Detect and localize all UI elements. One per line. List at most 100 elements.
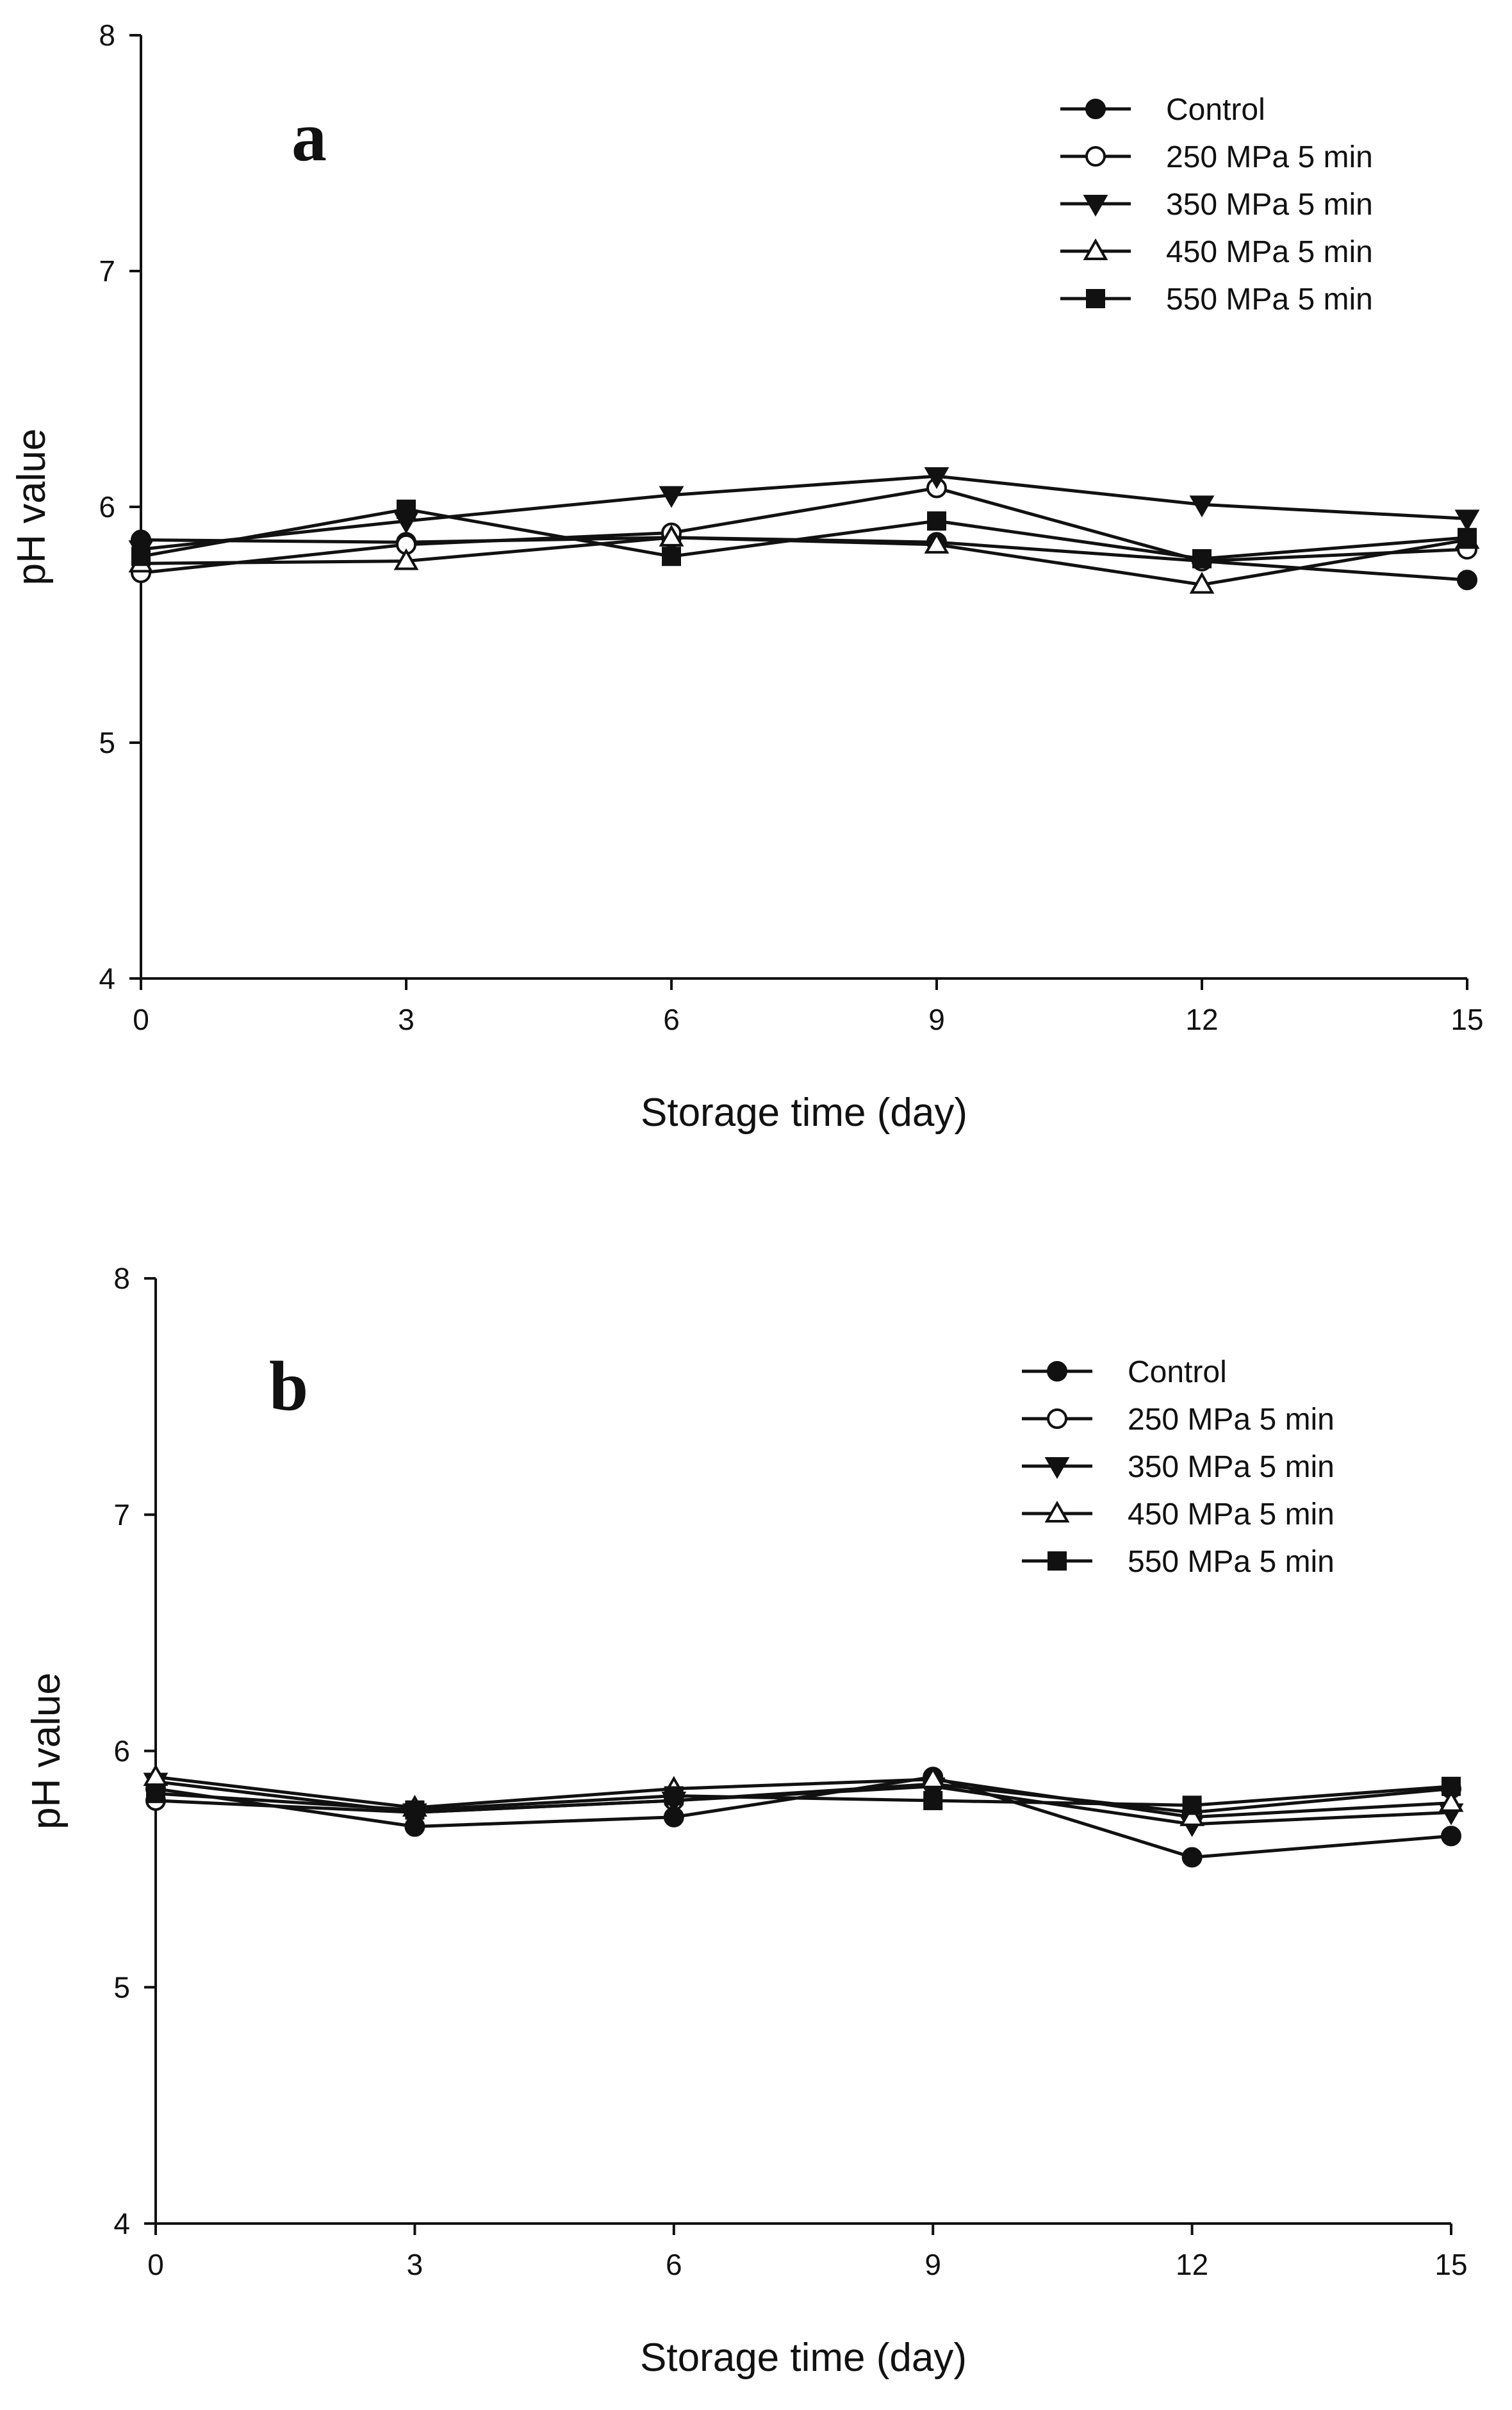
legend-label: 250 MPa 5 min — [1128, 1403, 1335, 1437]
x-tick-label: 15 — [1450, 1003, 1483, 1036]
y-tick-label: 8 — [99, 19, 115, 52]
y-tick-label: 4 — [113, 2207, 130, 2240]
x-tick-label: 3 — [407, 2248, 423, 2281]
legend-label: 350 MPa 5 min — [1128, 1450, 1335, 1484]
legend: Control 250 MPa 5 min 350 MPa 5 min 450 MPa… — [1060, 93, 1373, 317]
legend-item: 350 MPa 5 min — [1022, 1450, 1335, 1484]
series-450-mpa-5-min — [128, 524, 1480, 594]
data-point — [1454, 509, 1480, 532]
series-line — [140, 474, 1468, 551]
data-point — [923, 1790, 943, 1810]
legend-marker — [1048, 1551, 1067, 1571]
y-axis-title: pH value — [24, 1672, 69, 1829]
data-point — [131, 547, 151, 566]
x-tick-label: 6 — [666, 2248, 682, 2281]
data-point — [924, 531, 949, 554]
series-line — [155, 1775, 1452, 1859]
legend-item: Control — [1060, 93, 1265, 127]
y-tick-label: 5 — [99, 726, 115, 759]
legend-item: 250 MPa 5 min — [1060, 140, 1373, 174]
y-axis-title: pH value — [10, 429, 54, 586]
legend-item: 450 MPa 5 min — [1060, 235, 1373, 269]
x-tick-label: 12 — [1176, 2248, 1208, 2281]
legend-item: 250 MPa 5 min — [1022, 1403, 1335, 1437]
data-point — [664, 1786, 684, 1806]
chart-panel-b: 0 3 6 9 12 15 4 5 6 7 8 Storage time (day) pH value b… — [24, 1262, 1468, 2380]
legend-label: Control — [1128, 1355, 1227, 1389]
legend-marker — [1083, 195, 1108, 217]
data-point — [393, 548, 419, 570]
x-tick-label: 12 — [1185, 1003, 1218, 1036]
data-point — [146, 1783, 165, 1803]
data-point — [1179, 1804, 1205, 1826]
legend-marker — [1083, 238, 1108, 260]
y-tick-label: 5 — [113, 1970, 130, 2004]
y-tick-label: 7 — [113, 1498, 130, 1531]
data-point — [405, 1800, 425, 1820]
y-tick-label: 6 — [99, 490, 115, 524]
series-350-mpa-5-min — [128, 467, 1480, 563]
x-tick-label: 0 — [133, 1003, 149, 1036]
series-550-mpa-5-min — [131, 499, 1477, 568]
legend-label: 550 MPa 5 min — [1128, 1545, 1335, 1579]
x-tick-label: 3 — [398, 1003, 415, 1036]
data-point — [662, 547, 681, 566]
series-line — [140, 536, 1468, 586]
data-point — [1192, 549, 1212, 568]
legend: Control 250 MPa 5 min 350 MPa 5 min 450 MPa… — [1022, 1355, 1335, 1579]
legend-item: 450 MPa 5 min — [1022, 1498, 1335, 1531]
data-point — [397, 499, 416, 519]
y-tick-label: 8 — [113, 1262, 130, 1295]
legend-marker — [1044, 1457, 1070, 1480]
legend-marker — [1085, 146, 1106, 167]
y-tick-label: 4 — [99, 962, 115, 995]
data-point — [1442, 1776, 1461, 1796]
x-tick-label: 9 — [924, 2248, 941, 2281]
x-tick-label: 9 — [928, 1003, 945, 1036]
legend-label: 350 MPa 5 min — [1166, 188, 1373, 222]
x-tick-label: 15 — [1434, 2248, 1467, 2281]
data-point — [1189, 572, 1215, 594]
legend-label: Control — [1166, 93, 1265, 127]
legend-marker — [1047, 1361, 1067, 1382]
legend-marker — [1047, 1408, 1067, 1429]
x-axis-title: Storage time (day) — [640, 2336, 967, 2380]
data-point — [920, 1766, 946, 1788]
panel-label: b — [269, 1347, 308, 1425]
legend-marker — [1085, 99, 1106, 119]
series-line — [155, 1775, 1452, 1819]
legend-label: 250 MPa 5 min — [1166, 140, 1373, 174]
x-axis-title: Storage time (day) — [641, 1091, 967, 1135]
data-point — [1189, 495, 1215, 518]
data-point — [1458, 527, 1477, 547]
data-point — [927, 511, 946, 531]
y-tick-label: 7 — [99, 254, 115, 288]
x-tick-label: 6 — [663, 1003, 680, 1036]
legend-item: Control — [1022, 1355, 1227, 1389]
panel-label: a — [292, 97, 327, 176]
series-line — [155, 1785, 1452, 1812]
data-point — [1181, 1847, 1203, 1868]
legend-marker — [1044, 1500, 1070, 1523]
data-point — [1441, 1826, 1461, 1847]
chart-panel-a: 0 3 6 9 12 15 4 5 6 7 8 Storage time (day) pH value a… — [10, 19, 1484, 1135]
data-point — [1182, 1795, 1202, 1815]
x-tick-label: 0 — [147, 2248, 164, 2281]
series-line — [140, 508, 1468, 561]
legend-label: 450 MPa 5 min — [1166, 235, 1373, 269]
legend-item: 350 MPa 5 min — [1060, 188, 1373, 222]
data-point — [659, 486, 684, 508]
legend-item: 550 MPa 5 min — [1022, 1545, 1335, 1579]
series-line — [140, 486, 1468, 575]
legend-label: 550 MPa 5 min — [1166, 283, 1373, 317]
y-tick-label: 6 — [113, 1735, 130, 1768]
data-point — [1438, 1790, 1464, 1812]
data-point — [924, 467, 949, 490]
series-550-mpa-5-min — [146, 1776, 1461, 1820]
legend-label: 450 MPa 5 min — [1128, 1498, 1335, 1531]
legend-item: 550 MPa 5 min — [1060, 283, 1373, 317]
data-point — [659, 524, 684, 547]
legend-marker — [1086, 289, 1105, 308]
data-point — [1457, 570, 1477, 591]
